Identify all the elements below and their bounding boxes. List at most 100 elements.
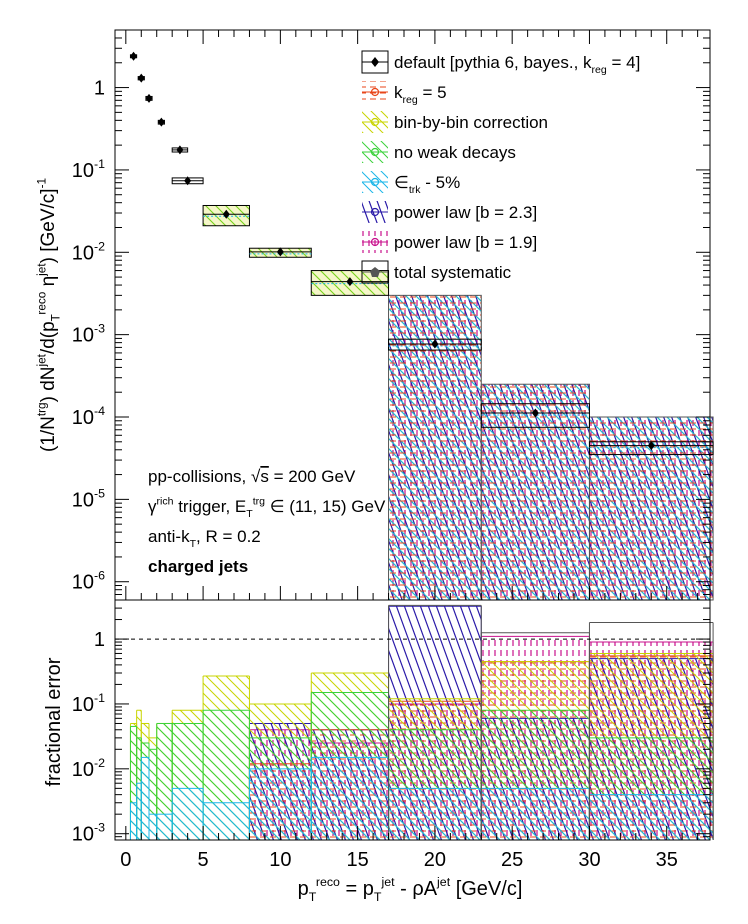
bottom-y-label-text-part-0: fractional error xyxy=(43,657,65,786)
top-data-point-6 xyxy=(222,209,230,219)
top-ytick-label-1: 10-5 xyxy=(72,486,105,511)
top-y-label-text-part-10: -1 xyxy=(35,178,48,188)
frac-bar-5-5 xyxy=(172,788,204,840)
legend-marker-4 xyxy=(370,177,380,187)
top-ytick-label-2-part-1: -4 xyxy=(94,404,105,418)
bot-ytick-label-0-part-1: -3 xyxy=(94,821,105,835)
frac-bar-4-0 xyxy=(130,726,137,840)
bot-ytick-label-1-part-1: -2 xyxy=(94,756,105,770)
annotations: pp-collisions, √s = 200 GeV γrich trigger… xyxy=(148,467,386,576)
top-ytick-label-5-part-0: 10 xyxy=(72,160,94,182)
legend-label-4-part-2: - 5% xyxy=(421,173,461,192)
legend-label-7: total systematic xyxy=(394,263,512,282)
frac-bar-5-3 xyxy=(149,814,157,840)
annotation-2: anti-kT, R = 0.2 xyxy=(148,527,261,550)
annotation-1-part-1: rich xyxy=(157,495,174,507)
frac-bar-4-4 xyxy=(156,723,173,840)
top-band-10-layer-5 xyxy=(481,384,590,600)
x-axis-label-part-3: = p xyxy=(340,878,374,900)
top-y-label-text-part-5: T xyxy=(50,314,63,321)
legend-label-0-part-1: reg xyxy=(592,64,607,76)
xtick-label-1-part-0: 5 xyxy=(198,849,209,871)
legend-label-1-part-2: = 5 xyxy=(418,83,447,102)
top-ytick-label-3: 10-3 xyxy=(72,322,105,347)
bot-ytick-label-1-part-0: 10 xyxy=(72,759,94,781)
xtick-label-0-part-0: 0 xyxy=(120,849,131,871)
top-ytick-label-2-part-0: 10 xyxy=(72,407,94,429)
legend-label-6-part-0: power law [b = 1.9] xyxy=(394,233,537,252)
bottom-y-label-text: fractional error xyxy=(43,657,65,786)
x-axis-label-part-1: T xyxy=(309,890,317,904)
top-default-box-6 xyxy=(202,204,250,227)
legend-label-3-part-0: no weak decays xyxy=(394,143,516,162)
annotation-0: pp-collisions, √s = 200 GeV xyxy=(148,467,356,486)
legend-label-4-part-0: ∈ xyxy=(394,173,409,192)
x-axis-label-part-8: [GeV/c] xyxy=(450,878,522,900)
xtick-label-0: 0 xyxy=(120,849,131,871)
top-y-label-text-part-8: jet xyxy=(35,263,48,277)
legend-label-0: default [pythia 6, bayes., kreg = 4] xyxy=(394,53,640,76)
legend-label-5: power law [b = 2.3] xyxy=(394,203,537,222)
xtick-label-3: 15 xyxy=(347,849,369,871)
legend-marker-3 xyxy=(370,147,380,157)
frac-bar-5-0 xyxy=(130,802,137,840)
annotation-1-part-3: T xyxy=(246,508,253,520)
top-ytick-label-0-part-1: -6 xyxy=(94,569,105,583)
bot-ytick-label-1: 10-2 xyxy=(72,756,105,781)
xtick-label-1: 5 xyxy=(198,849,209,871)
top-ytick-label-6-part-0: 1 xyxy=(94,78,105,100)
top-y-label-text-part-0: (1/N xyxy=(38,416,59,452)
frac-bar-5-8 xyxy=(311,757,389,840)
annotation-1-part-4: trg xyxy=(253,495,265,507)
top-ytick-label-5: 10-1 xyxy=(72,157,105,182)
xtick-label-5: 25 xyxy=(501,849,523,871)
annotation-1-part-0: γ xyxy=(148,497,157,516)
annotation-0-part-3: = 200 GeV xyxy=(269,467,356,486)
annotation-3: charged jets xyxy=(148,557,248,576)
xtick-label-7-part-0: 35 xyxy=(656,849,678,871)
xtick-label-5-part-0: 25 xyxy=(501,849,523,871)
legend-label-2-part-0: bin-by-bin correction xyxy=(394,113,548,132)
top-data-point-9 xyxy=(431,339,439,349)
annotation-1-part-2: trigger, E xyxy=(173,497,246,516)
x-axis-label-part-6: - ρA xyxy=(395,878,438,900)
xtick-label-4: 20 xyxy=(424,849,446,871)
legend-label-4: ∈trk - 5% xyxy=(394,173,460,196)
bottom-frame-border xyxy=(114,599,711,841)
x-axis-label-part-0: p xyxy=(298,878,309,900)
legend-marker-6 xyxy=(370,237,380,247)
xtick-label-2-part-0: 10 xyxy=(269,849,291,871)
annotation-1-part-5: ∈ (11, 15) GeV xyxy=(265,497,386,516)
xtick-label-6-part-0: 30 xyxy=(578,849,600,871)
top-data-point-3 xyxy=(157,117,165,127)
annotation-2-part-1: T xyxy=(190,538,197,550)
top-default-box-8 xyxy=(310,270,390,296)
top-y-label-text-part-4: /d(p xyxy=(38,321,59,354)
top-ytick-label-1-part-1: -5 xyxy=(94,486,105,500)
xtick-label-2: 10 xyxy=(269,849,291,871)
annotation-2-part-0: anti-k xyxy=(148,527,190,546)
top-y-label-text-part-9: ) [GeV/c] xyxy=(38,188,59,263)
bot-ytick-label-0: 10-3 xyxy=(72,821,105,846)
top-panel: 10-610-510-410-310-210-11(1/Ntrg) dNjet/… xyxy=(35,29,714,601)
top-ytick-label-5-part-1: -1 xyxy=(94,157,105,171)
top-y-label-text-part-3: jet xyxy=(35,353,48,367)
top-y-axis: 10-610-510-410-310-210-11 xyxy=(72,29,710,601)
legend-marker-5 xyxy=(370,207,380,217)
frac-bar-5-11 xyxy=(589,794,714,840)
legend-label-0-part-2: = 4] xyxy=(607,53,641,72)
legend-label-1-part-0: k xyxy=(394,83,403,102)
bottom-y-axis-label: fractional error xyxy=(43,657,65,786)
xtick-label-6: 30 xyxy=(578,849,600,871)
xtick-label-7: 35 xyxy=(656,849,678,871)
top-data-point-8 xyxy=(346,277,354,287)
top-ytick-label-2: 10-4 xyxy=(72,404,105,429)
top-ytick-label-4-part-0: 10 xyxy=(72,242,94,264)
annotation-3-part-0: charged jets xyxy=(148,557,248,576)
x-axis-label-part-4: T xyxy=(374,890,382,904)
annotation-0-part-0: pp-collisions, xyxy=(148,467,251,486)
top-data-point-10 xyxy=(531,408,539,418)
top-default-box-9 xyxy=(388,338,482,351)
top-y-label-text-part-6: reco xyxy=(35,291,48,314)
